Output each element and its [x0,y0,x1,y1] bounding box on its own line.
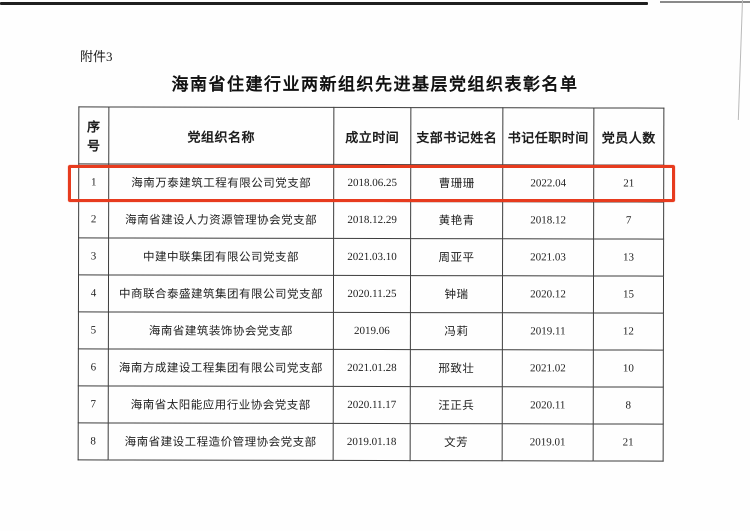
cell-seq: 8 [78,422,109,460]
scan-edge-top-line-right [660,1,750,3]
cell-org: 海南万泰建筑工程有限公司党支部 [108,163,334,202]
column-header-members: 党员人数 [593,107,664,166]
scan-edge-right-line [737,0,743,120]
cell-org: 海南省太阳能应用行业协会党支部 [108,385,334,424]
cell-org: 海南省建设工程造价管理协会党支部 [108,422,334,461]
table-row: 7 海南省太阳能应用行业协会党支部 2020.11.17 汪正兵 2020.11… [78,385,664,425]
cell-tenure: 2020.12 [502,275,594,313]
cell-secretary: 文芳 [410,423,503,461]
table-row: 5 海南省建筑装饰协会党支部 2019.06 冯莉 2019.11 12 [78,311,664,351]
cell-seq: 2 [78,200,109,238]
table-row: 6 海南方成建设工程集团有限公司党支部 2021.01.28 邢致壮 2021.… [78,348,664,388]
cell-org: 海南方成建设工程集团有限公司党支部 [108,348,334,387]
table-row: 8 海南省建设工程造价管理协会党支部 2019.01.18 文芳 2019.01… [78,422,664,462]
cell-secretary: 钟瑞 [410,275,503,313]
cell-members: 7 [593,201,664,240]
page-title: 海南省住建行业两新组织先进基层党组织表彰名单 [171,75,579,94]
cell-founded: 2021.01.28 [333,349,411,387]
column-header-founded: 成立时间 [333,107,411,165]
cell-founded: 2020.11.25 [333,275,411,313]
cell-members: 10 [593,349,664,388]
cell-org: 中建中联集团有限公司党支部 [108,237,334,276]
cell-secretary: 曹珊珊 [410,164,503,202]
roster-table-container: 序号 党组织名称 成立时间 支部书记姓名 书记任职时间 党员人数 1 海南万泰建… [78,106,665,462]
column-header-secretary: 支部书记姓名 [410,107,503,165]
cell-seq: 6 [78,348,109,386]
cell-secretary: 黄艳青 [410,201,503,239]
cell-tenure: 2021.03 [502,238,594,276]
column-header-org: 党组织名称 [108,106,334,165]
column-header-tenure: 书记任职时间 [502,107,594,165]
cell-org: 海南省建设人力资源管理协会党支部 [108,200,334,239]
cell-founded: 2019.06 [333,312,411,350]
table-row: 3 中建中联集团有限公司党支部 2021.03.10 周亚平 2021.03 1… [78,237,664,277]
table-row: 2 海南省建设人力资源管理协会党支部 2018.12.29 黄艳青 2018.1… [78,200,664,240]
cell-members: 15 [593,275,664,314]
cell-seq: 7 [78,385,109,423]
cell-founded: 2021.03.10 [333,238,411,276]
cell-founded: 2019.01.18 [333,423,411,461]
cell-founded: 2018.12.29 [333,201,411,239]
cell-members: 21 [593,423,664,462]
table-body: 1 海南万泰建筑工程有限公司党支部 2018.06.25 曹珊珊 2022.04… [78,163,664,462]
column-header-seq: 序号 [78,106,109,164]
cell-org: 海南省建筑装饰协会党支部 [108,311,334,350]
cell-tenure: 2019.01 [502,423,594,461]
cell-members: 12 [593,312,664,351]
cell-secretary: 周亚平 [410,238,503,276]
cell-secretary: 汪正兵 [410,386,503,424]
table-row: 4 中商联合泰盛建筑集团有限公司党支部 2020.11.25 钟瑞 2020.1… [78,274,664,314]
cell-tenure: 2019.11 [502,312,594,350]
cell-founded: 2020.11.17 [333,386,411,424]
cell-founded: 2018.06.25 [333,164,411,202]
cell-members: 21 [593,164,664,203]
cell-members: 8 [593,386,664,425]
cell-secretary: 邢致壮 [410,349,503,387]
cell-tenure: 2018.12 [502,201,594,239]
table-row: 1 海南万泰建筑工程有限公司党支部 2018.06.25 曹珊珊 2022.04… [78,163,664,203]
roster-table: 序号 党组织名称 成立时间 支部书记姓名 书记任职时间 党员人数 1 海南万泰建… [78,106,665,462]
cell-seq: 1 [78,163,109,201]
cell-tenure: 2021.02 [502,349,594,387]
table-header-row: 序号 党组织名称 成立时间 支部书记姓名 书记任职时间 党员人数 [78,106,664,166]
cell-org: 中商联合泰盛建筑集团有限公司党支部 [108,274,334,313]
scan-edge-top-line [0,2,648,5]
cell-seq: 3 [78,237,109,275]
attachment-label: 附件3 [80,49,113,64]
cell-seq: 4 [78,274,109,312]
cell-tenure: 2022.04 [502,164,594,202]
cell-secretary: 冯莉 [410,312,503,350]
cell-members: 13 [593,238,664,277]
cell-seq: 5 [78,311,109,349]
cell-tenure: 2020.11 [502,386,594,424]
